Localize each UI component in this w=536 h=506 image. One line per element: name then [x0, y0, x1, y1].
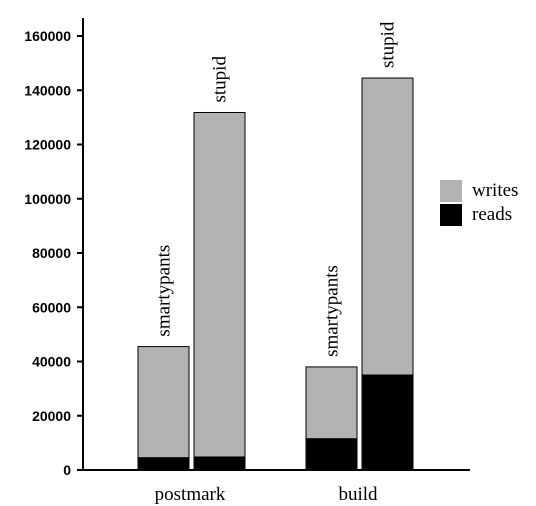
y-tick-label: 100000: [24, 191, 71, 207]
bar-writes-segment: [361, 77, 414, 376]
bar-reads-segment: [193, 456, 246, 471]
y-tick-label: 120000: [24, 137, 71, 153]
bar-label: smartypants: [322, 265, 343, 357]
legend-label-reads: reads: [472, 204, 512, 225]
y-tick-label: 80000: [32, 245, 71, 261]
legend-swatch-writes: [440, 180, 462, 202]
bar-label: stupid: [378, 21, 399, 68]
bar-reads-segment: [305, 438, 358, 471]
y-tick-label: 40000: [32, 354, 71, 370]
y-tick-label: 160000: [24, 28, 71, 44]
bar-reads-segment: [137, 457, 190, 471]
y-tick-label: 20000: [32, 408, 71, 424]
y-tick-label: 140000: [24, 82, 71, 98]
bar-writes-segment: [193, 111, 246, 458]
bar-reads-segment: [361, 374, 414, 471]
x-category-label: build: [338, 484, 378, 505]
bar-label: stupid: [210, 56, 231, 103]
legend-label-writes: writes: [472, 180, 518, 201]
y-tick-label: 60000: [32, 299, 71, 315]
bar-writes-segment: [137, 346, 190, 459]
bar-writes-segment: [305, 366, 358, 440]
y-tick-label: 0: [63, 462, 71, 478]
legend-swatch-reads: [440, 204, 462, 226]
bar-label: smartypants: [154, 245, 175, 337]
x-category-label: postmark: [155, 484, 226, 505]
